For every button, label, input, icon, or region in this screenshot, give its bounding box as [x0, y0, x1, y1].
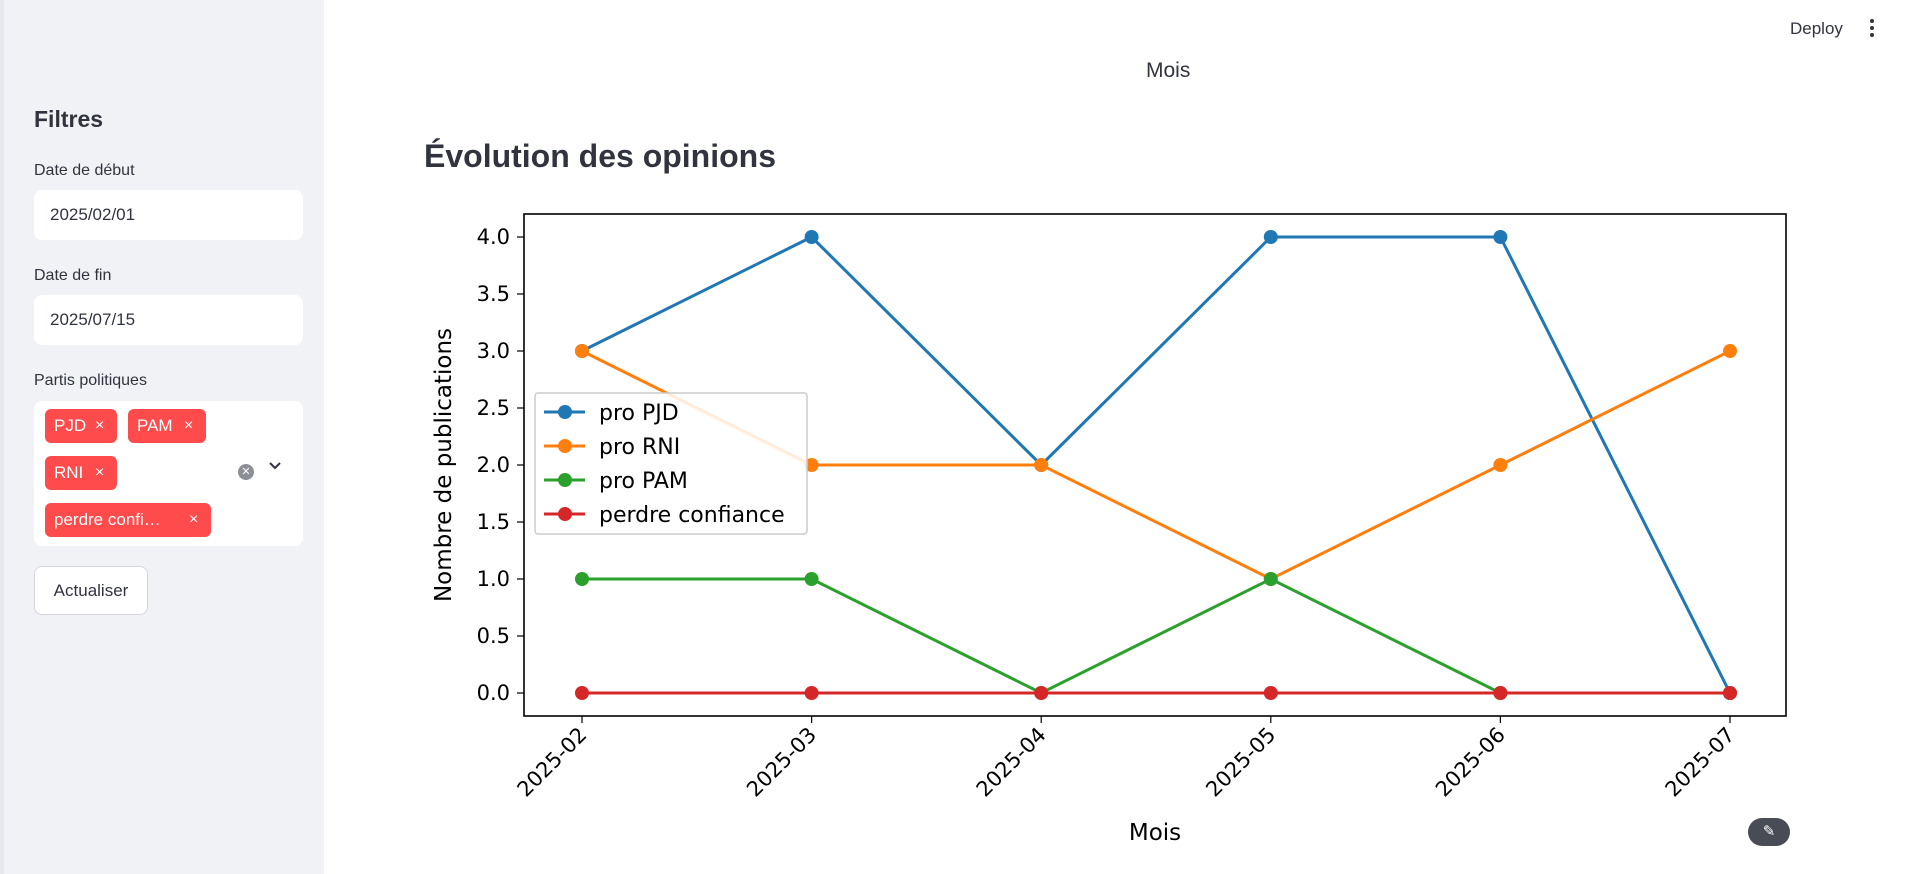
legend-marker [558, 507, 572, 521]
legend-marker [558, 439, 572, 453]
x-tick-label: 2025-02 [513, 723, 592, 802]
legend-label: pro PJD [599, 401, 679, 426]
legend-label: pro RNI [599, 435, 680, 460]
y-tick-label: 1.5 [477, 510, 510, 534]
tag-label: PJD [54, 416, 87, 435]
y-tick-label: 3.5 [477, 282, 510, 306]
data-point [1723, 686, 1737, 700]
data-point [804, 230, 819, 244]
start-date-input[interactable]: 2025/02/01 [34, 190, 303, 240]
top-axis-label: Mois [1146, 59, 1191, 82]
y-tick-label: 0.0 [477, 681, 510, 705]
y-tick-label: 2.0 [477, 453, 510, 477]
tag-rni[interactable]: RNI × [45, 456, 117, 490]
data-point [804, 686, 819, 700]
tag-pam[interactable]: PAM × [128, 409, 206, 443]
tag-pjd[interactable]: PJD × [45, 409, 117, 443]
chevron-down-icon[interactable] [268, 459, 282, 473]
series-line [581, 235, 1732, 694]
remove-tag-icon[interactable]: × [95, 417, 105, 434]
page-title: Évolution des opinions [424, 138, 776, 174]
tag-label: PAM [137, 416, 173, 435]
data-point [575, 572, 589, 586]
data-point [1263, 686, 1278, 700]
data-point [804, 572, 819, 586]
data-point [575, 344, 589, 358]
x-axis-label: Mois [1129, 820, 1181, 846]
data-point [1263, 572, 1278, 586]
legend-label: perdre confiance [599, 503, 785, 528]
data-point [575, 686, 589, 700]
sidebar: Filtres Date de début 2025/02/01 Date de… [0, 0, 324, 874]
tag-label: RNI [54, 463, 84, 482]
line-chart: 0.0 0.5 1.0 1.5 2.0 2.5 3.0 3.5 4.0 2025-02 2025-0… [431, 213, 1787, 846]
data-point [1493, 458, 1508, 472]
deploy-button[interactable]: Deploy [1790, 19, 1843, 38]
x-tick-label: 2025-05 [1201, 723, 1280, 802]
legend-label: pro PAM [599, 469, 688, 494]
magic-wand-icon[interactable]: ✎ [1748, 818, 1790, 846]
tag-perdre-confiance[interactable]: perdre confi… × [45, 503, 211, 537]
x-tick-label: 2025-04 [972, 723, 1051, 802]
legend-box [534, 392, 808, 535]
y-tick-label: 4.0 [477, 225, 510, 249]
x-tick-label: 2025-03 [742, 723, 821, 802]
y-axis-label: Nombre de publications [431, 328, 457, 602]
data-point [1723, 344, 1737, 358]
more-vertical-icon[interactable] [1867, 18, 1877, 40]
parties-label: Partis politiques [34, 372, 147, 389]
legend-marker [558, 405, 572, 419]
parties-multiselect[interactable]: PJD × PAM × RNI × perdre confi… × ✕ [34, 401, 303, 546]
x-tick-label: 2025-06 [1431, 723, 1510, 802]
clear-icon[interactable]: ✕ [238, 464, 254, 480]
end-date-label: Date de fin [34, 267, 112, 284]
data-point [1034, 686, 1049, 700]
data-point [1493, 230, 1508, 244]
x-tick-label: 2025-07 [1661, 723, 1740, 802]
data-point [1034, 458, 1049, 472]
remove-tag-icon[interactable]: × [189, 511, 199, 528]
refresh-button[interactable]: Actualiser [34, 566, 148, 615]
legend-marker [558, 473, 572, 487]
y-tick-label: 2.5 [477, 396, 510, 420]
data-point [804, 458, 819, 472]
y-tick-label: 1.0 [477, 567, 510, 591]
data-point [1263, 230, 1278, 244]
y-tick-label: 3.0 [477, 339, 510, 363]
start-date-label: Date de début [34, 162, 135, 179]
data-point [1493, 686, 1508, 700]
remove-tag-icon[interactable]: × [184, 417, 194, 434]
remove-tag-icon[interactable]: × [95, 464, 105, 481]
sidebar-title: Filtres [34, 106, 104, 132]
tag-label: perdre confi… [54, 510, 161, 529]
y-tick-label: 0.5 [477, 624, 510, 648]
end-date-input[interactable]: 2025/07/15 [34, 295, 303, 345]
